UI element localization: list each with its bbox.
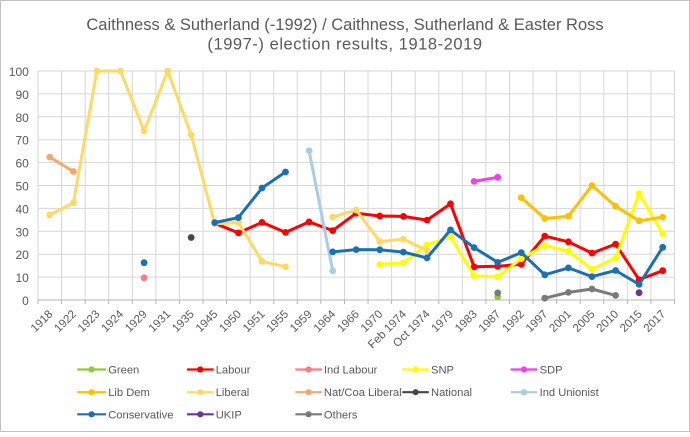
svg-text:(1997-) election results, 1918: (1997-) election results, 1918-2019: [207, 36, 482, 54]
svg-text:Nat/Coa Liberal: Nat/Coa Liberal: [324, 387, 402, 399]
svg-text:Caithness & Sutherland (-1992): Caithness & Sutherland (-1992) / Caithne…: [86, 16, 603, 34]
svg-text:Liberal: Liberal: [216, 387, 250, 399]
svg-text:80: 80: [15, 111, 29, 125]
svg-text:20: 20: [15, 248, 29, 262]
svg-text:90: 90: [15, 88, 29, 102]
svg-text:Labour: Labour: [216, 365, 251, 377]
svg-text:50: 50: [15, 180, 29, 194]
svg-text:SDP: SDP: [540, 365, 563, 377]
svg-text:10: 10: [15, 271, 29, 285]
svg-text:Green: Green: [108, 365, 139, 377]
svg-text:National: National: [431, 387, 472, 399]
svg-text:UKIP: UKIP: [216, 409, 242, 421]
svg-text:60: 60: [15, 157, 29, 171]
svg-text:SNP: SNP: [431, 365, 454, 377]
svg-text:30: 30: [15, 225, 29, 239]
svg-text:100: 100: [9, 65, 29, 79]
svg-text:0: 0: [22, 294, 29, 308]
svg-text:Conservative: Conservative: [108, 409, 173, 421]
svg-text:70: 70: [15, 134, 29, 148]
svg-text:40: 40: [15, 202, 29, 216]
svg-text:Ind Labour: Ind Labour: [324, 365, 378, 377]
svg-text:Ind Unionist: Ind Unionist: [540, 387, 600, 399]
svg-text:Others: Others: [324, 409, 358, 421]
svg-text:Lib Dem: Lib Dem: [108, 387, 150, 399]
